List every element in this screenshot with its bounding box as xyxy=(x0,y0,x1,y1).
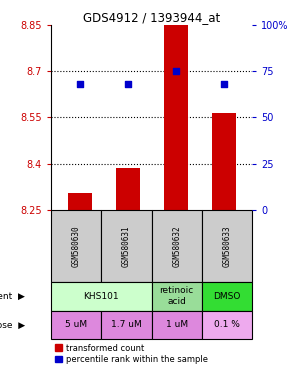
Text: DMSO: DMSO xyxy=(213,292,241,301)
Bar xyxy=(152,282,202,311)
Text: KHS101: KHS101 xyxy=(83,292,119,301)
Text: 0.1 %: 0.1 % xyxy=(214,321,240,329)
Text: retinoic
acid: retinoic acid xyxy=(160,286,194,306)
Text: 1 uM: 1 uM xyxy=(166,321,188,329)
Text: GSM580630: GSM580630 xyxy=(71,225,80,266)
Bar xyxy=(51,311,101,339)
Bar xyxy=(51,282,152,311)
Text: agent  ▶: agent ▶ xyxy=(0,292,25,301)
Bar xyxy=(164,23,188,210)
Bar xyxy=(202,311,252,339)
Text: dose  ▶: dose ▶ xyxy=(0,321,25,329)
Point xyxy=(173,68,178,74)
Bar xyxy=(51,210,101,282)
Bar xyxy=(101,210,152,282)
Bar xyxy=(115,168,139,210)
Text: GSM580633: GSM580633 xyxy=(223,225,232,266)
Title: GDS4912 / 1393944_at: GDS4912 / 1393944_at xyxy=(83,11,220,24)
Legend: transformed count, percentile rank within the sample: transformed count, percentile rank withi… xyxy=(55,344,208,364)
Bar xyxy=(101,311,152,339)
Text: 5 uM: 5 uM xyxy=(65,321,87,329)
Point xyxy=(221,81,226,87)
Point xyxy=(125,81,130,87)
Bar xyxy=(202,282,252,311)
Bar xyxy=(152,311,202,339)
Text: GSM580632: GSM580632 xyxy=(172,225,181,266)
Text: GSM580631: GSM580631 xyxy=(122,225,131,266)
Bar xyxy=(211,113,235,210)
Point xyxy=(77,81,82,87)
Bar xyxy=(152,210,202,282)
Text: 1.7 uM: 1.7 uM xyxy=(111,321,142,329)
Bar xyxy=(68,193,92,210)
Bar xyxy=(202,210,252,282)
